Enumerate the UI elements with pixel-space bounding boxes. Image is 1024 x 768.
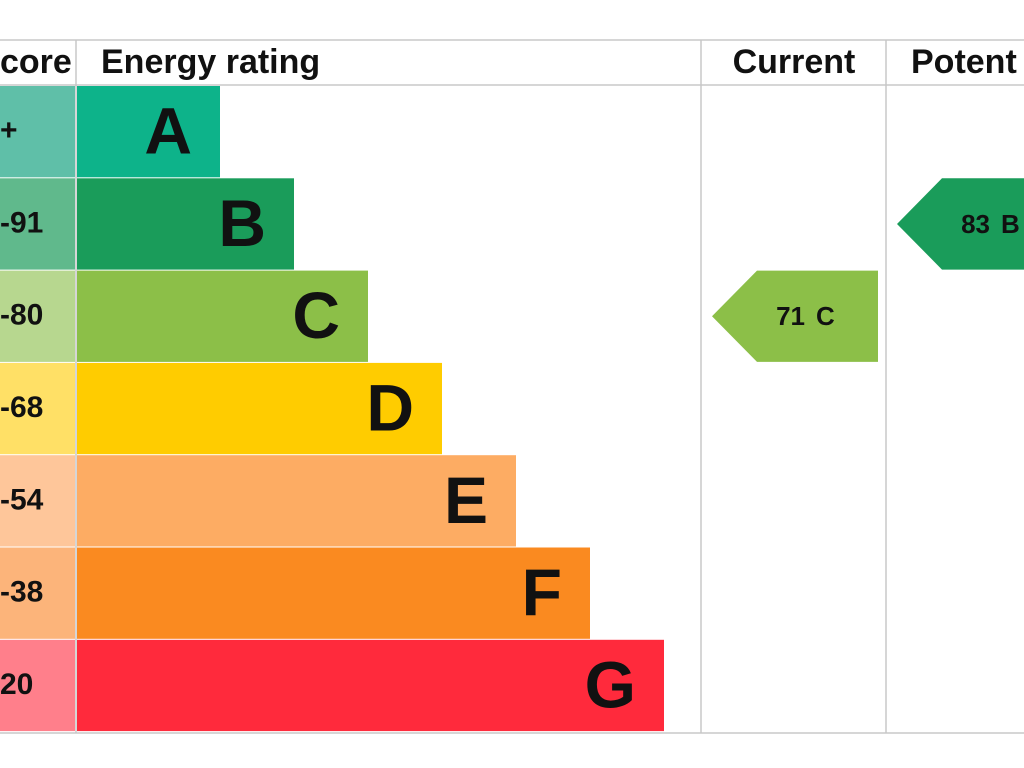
rating-letter: E — [444, 463, 488, 537]
score-label: -91 — [0, 206, 43, 239]
current-letter: C — [816, 301, 835, 331]
header-score: core — [0, 43, 72, 81]
potential-arrow — [897, 178, 1024, 270]
rating-letter: C — [292, 278, 340, 352]
rating-letter: B — [218, 186, 266, 260]
rating-letter: D — [366, 370, 414, 444]
rating-bar — [77, 86, 220, 178]
score-cell — [0, 362, 75, 455]
current-arrow — [712, 270, 878, 362]
header-rating: Energy rating — [101, 43, 320, 81]
rating-bar — [77, 547, 590, 639]
header-potential: Potent — [911, 43, 1017, 81]
potential-value: 83 — [961, 209, 990, 239]
score-label: -54 — [0, 483, 44, 516]
rating-letter: G — [585, 647, 636, 721]
score-cell — [0, 455, 75, 547]
rating-bar — [77, 270, 368, 362]
score-cell — [0, 270, 75, 362]
rating-bar — [77, 639, 664, 732]
score-label: + — [0, 114, 18, 147]
rating-bar — [77, 455, 516, 547]
rating-letter: A — [144, 94, 192, 168]
score-cell — [0, 86, 75, 178]
score-cell — [0, 547, 75, 639]
score-label: -68 — [0, 391, 43, 424]
score-label: -80 — [0, 299, 43, 332]
current-value: 71 — [776, 301, 805, 331]
rating-bar — [77, 362, 442, 455]
score-label: 20 — [0, 668, 33, 701]
rating-letter: F — [522, 555, 562, 629]
score-cell — [0, 639, 75, 732]
rating-bar — [77, 178, 294, 270]
potential-letter: B — [1001, 209, 1020, 239]
score-cell — [0, 178, 75, 270]
score-label: -38 — [0, 576, 43, 609]
header-current: Current — [733, 43, 856, 81]
